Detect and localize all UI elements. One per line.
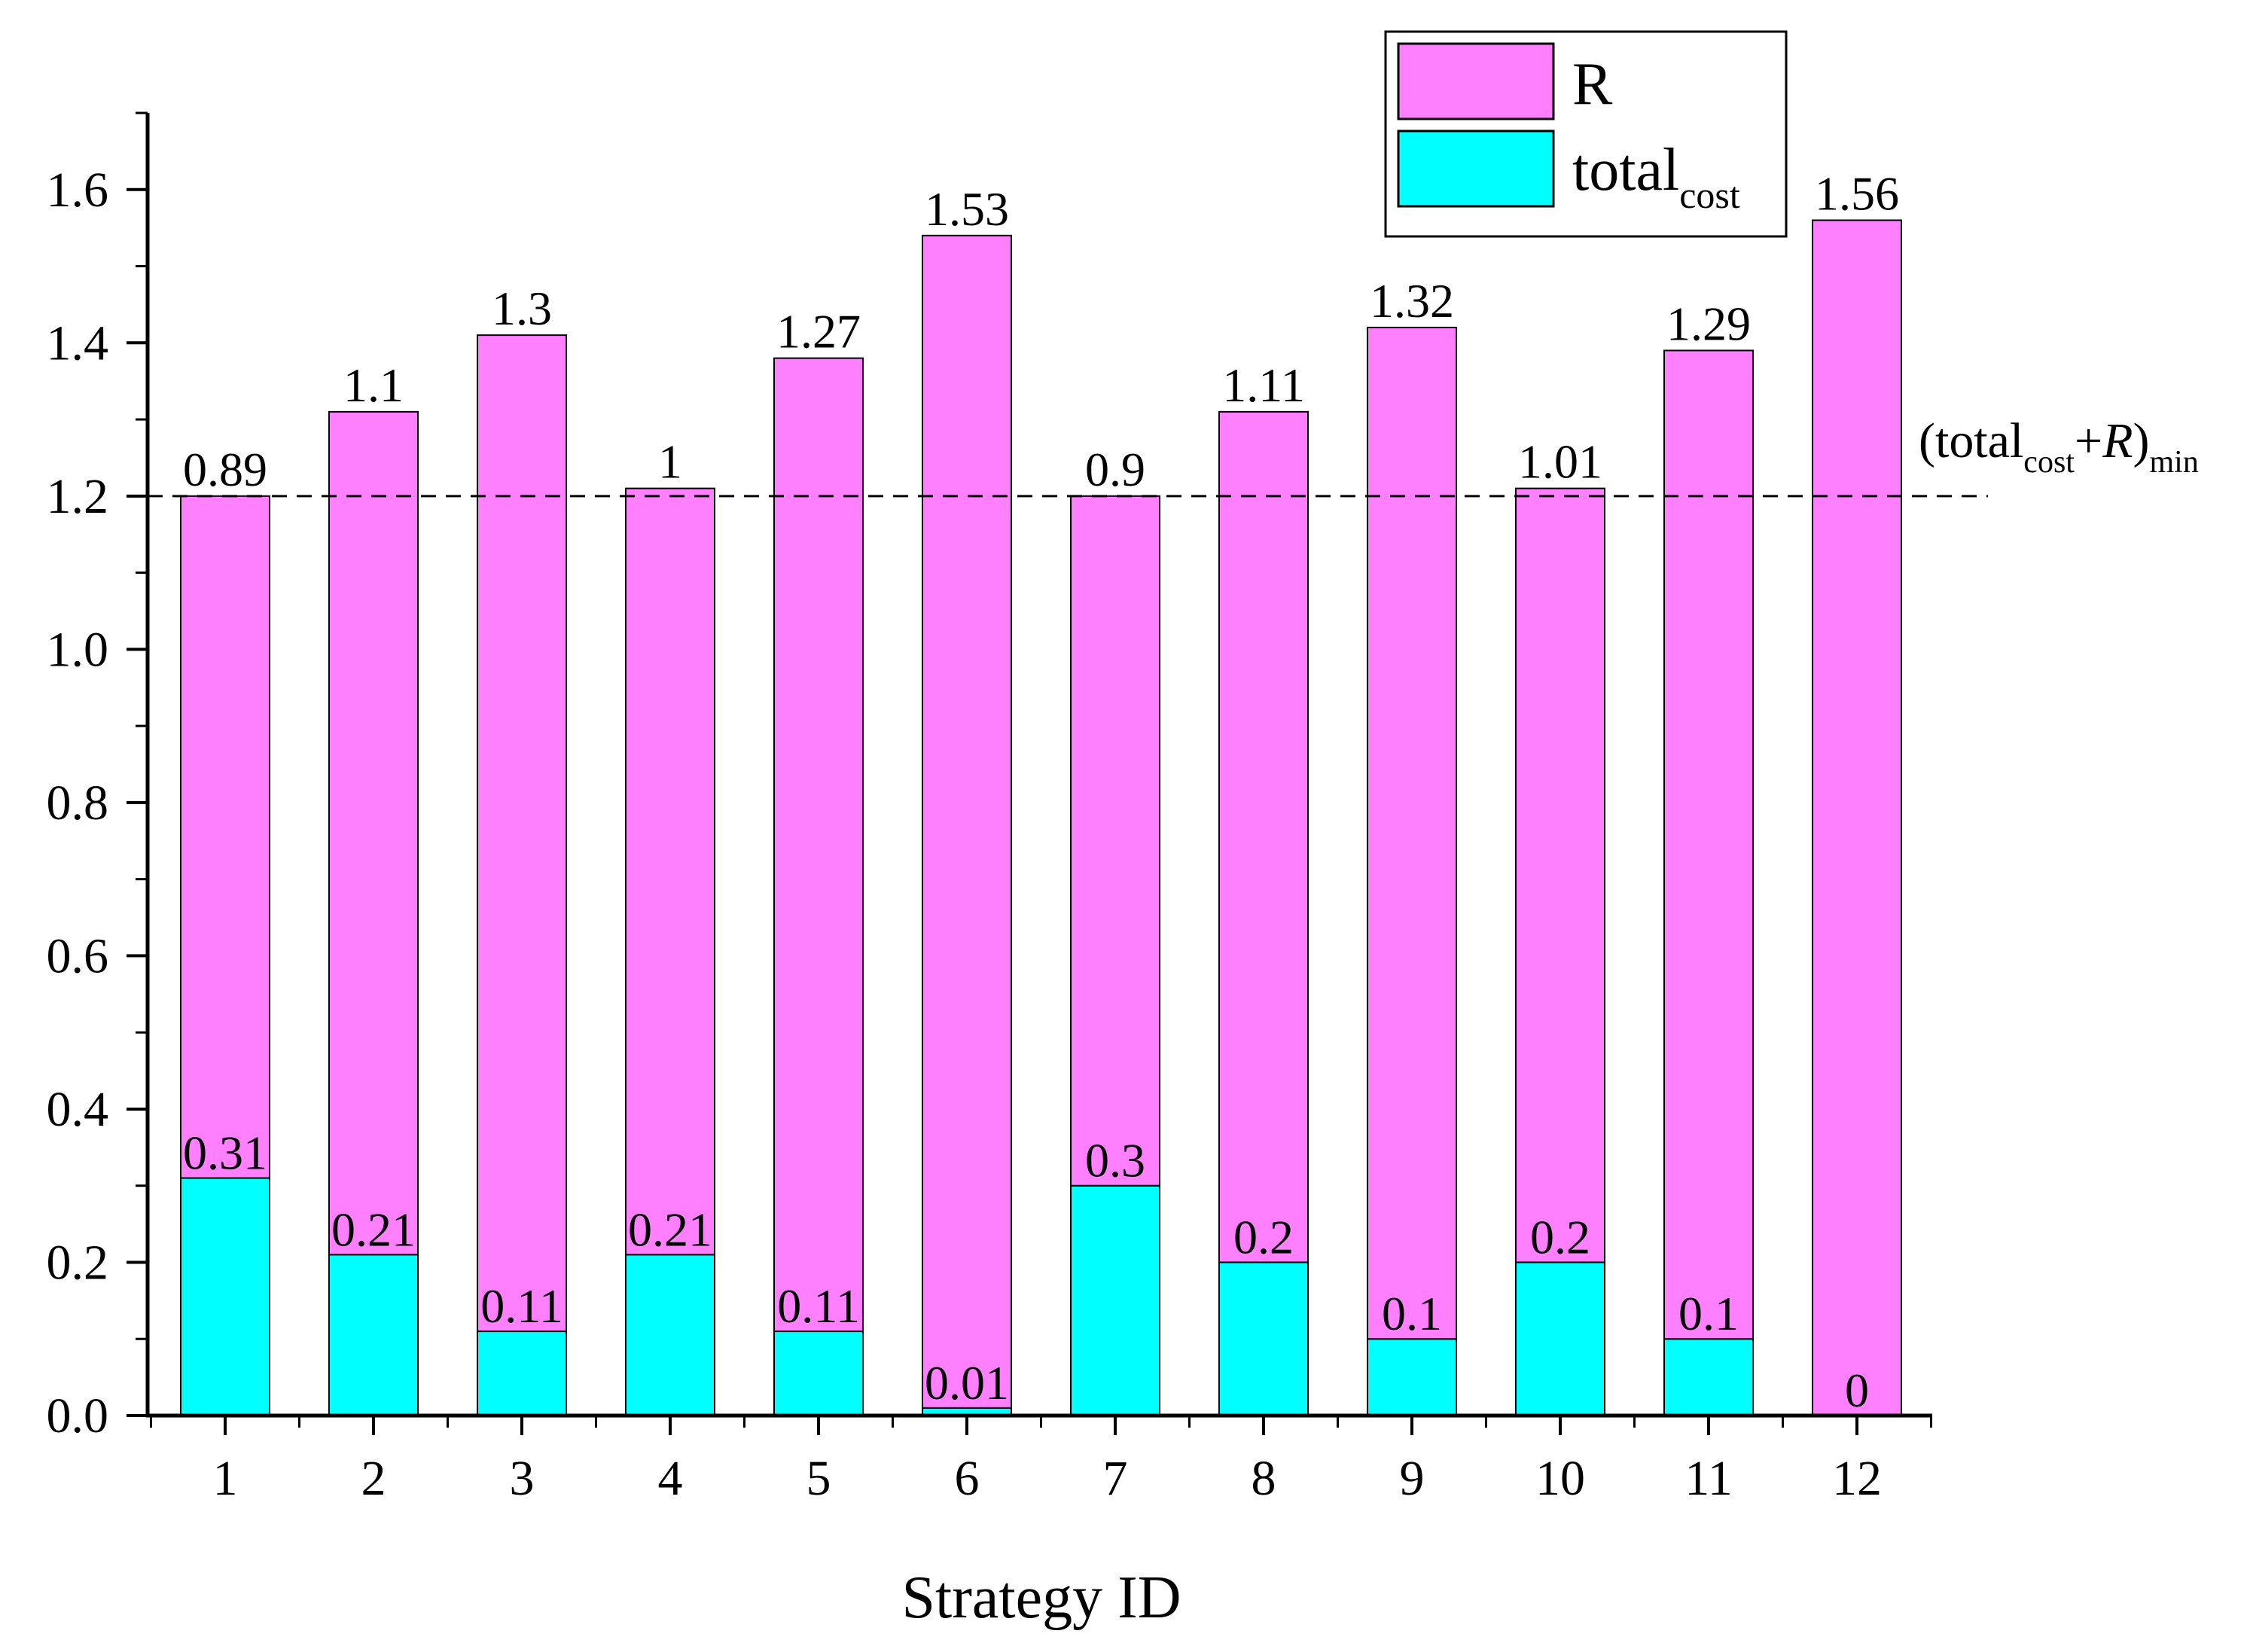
x-tick-label-5: 5 bbox=[806, 1451, 831, 1506]
label-r-10: 1.01 bbox=[1518, 435, 1602, 489]
label-totalcost-4: 0.21 bbox=[628, 1202, 712, 1256]
y-tick-label-0.2: 0.2 bbox=[47, 1235, 109, 1290]
bar-totalcost-2 bbox=[328, 1254, 419, 1416]
label-r-7: 0.9 bbox=[1085, 443, 1145, 496]
x-tick-label-9: 9 bbox=[1400, 1451, 1425, 1506]
bar-r-6 bbox=[922, 234, 1012, 1409]
bar-labels-group: 0.31 0.89 0.21 1.1 0.11 1.3 0.21 1 0.11 1.27 0.01 1… bbox=[183, 166, 1899, 1417]
x-ticks-group: 1 2 3 4 5 6 7 8 9 10 11 12 bbox=[150, 1416, 1932, 1506]
y-tick-label-1.2: 1.2 bbox=[47, 469, 109, 524]
ref-label-r: R bbox=[2102, 413, 2133, 468]
y-tick-label-0.8: 0.8 bbox=[47, 776, 109, 831]
x-tick-label-10: 10 bbox=[1535, 1451, 1585, 1506]
ref-label-sub-min: min bbox=[2150, 445, 2199, 480]
legend-swatch-totalcost bbox=[1397, 130, 1555, 208]
x-axis-title: Strategy ID bbox=[901, 1565, 1181, 1631]
x-tick-label-12: 12 bbox=[1832, 1451, 1882, 1506]
bar-r-8 bbox=[1218, 410, 1309, 1263]
label-totalcost-12: 0 bbox=[1845, 1364, 1869, 1417]
label-totalcost-9: 0.1 bbox=[1382, 1287, 1442, 1340]
label-r-3: 1.3 bbox=[492, 282, 552, 335]
label-r-1: 0.89 bbox=[183, 443, 267, 496]
axes-group: 0.00.20.40.60.81.01.21.41.6 1 2 3 4 5 6 7 8 9 10 1… bbox=[47, 111, 1932, 1506]
y-tick-label-0.4: 0.4 bbox=[47, 1082, 109, 1137]
label-totalcost-1: 0.31 bbox=[183, 1126, 267, 1180]
x-tick-label-3: 3 bbox=[510, 1451, 535, 1506]
label-totalcost-8: 0.2 bbox=[1233, 1210, 1294, 1263]
label-totalcost-6: 0.01 bbox=[925, 1356, 1009, 1410]
legend-label-cost-sub: cost bbox=[1679, 174, 1740, 216]
label-r-5: 1.27 bbox=[776, 305, 861, 358]
bar-totalcost-10 bbox=[1515, 1261, 1605, 1416]
label-totalcost-11: 0.1 bbox=[1678, 1287, 1739, 1340]
label-r-4: 1 bbox=[658, 435, 682, 489]
x-tick-label-6: 6 bbox=[955, 1451, 980, 1506]
label-r-12: 1.56 bbox=[1815, 166, 1899, 220]
label-totalcost-7: 0.3 bbox=[1085, 1134, 1145, 1187]
bar-r-9 bbox=[1367, 326, 1457, 1340]
x-tick-label-11: 11 bbox=[1684, 1451, 1733, 1506]
x-tick-label-2: 2 bbox=[361, 1451, 386, 1506]
ref-label-sub-cost: cost bbox=[2023, 445, 2075, 480]
ref-label-plus: + bbox=[2075, 413, 2102, 468]
legend-label-total: total bbox=[1572, 137, 1679, 203]
label-r-9: 1.32 bbox=[1370, 274, 1454, 328]
x-tick-label-1: 1 bbox=[213, 1451, 238, 1506]
y-tick-label-0.0: 0.0 bbox=[47, 1388, 109, 1443]
legend-swatch-r bbox=[1397, 42, 1555, 120]
label-totalcost-3: 0.11 bbox=[480, 1279, 563, 1333]
legend-label-r: R bbox=[1572, 51, 1613, 117]
y-tick-label-1.6: 1.6 bbox=[47, 163, 109, 218]
bar-totalcost-8 bbox=[1218, 1261, 1309, 1416]
bar-r-11 bbox=[1663, 349, 1754, 1340]
bar-totalcost-4 bbox=[625, 1254, 715, 1416]
legend: R totalcost bbox=[1384, 30, 1788, 238]
label-r-2: 1.1 bbox=[343, 358, 404, 412]
x-tick-label-8: 8 bbox=[1252, 1451, 1276, 1506]
bar-totalcost-1 bbox=[180, 1177, 270, 1416]
label-totalcost-10: 0.2 bbox=[1530, 1210, 1590, 1263]
y-tick-label-0.6: 0.6 bbox=[47, 928, 109, 983]
label-r-8: 1.11 bbox=[1222, 358, 1305, 412]
label-totalcost-5: 0.11 bbox=[777, 1279, 860, 1333]
bar-r-3 bbox=[477, 334, 567, 1333]
ref-label-open: (total bbox=[1919, 413, 2023, 468]
label-totalcost-2: 0.21 bbox=[331, 1202, 416, 1256]
ref-label-close: ) bbox=[2133, 413, 2150, 468]
y-tick-label-1.4: 1.4 bbox=[47, 315, 109, 370]
bar-totalcost-3 bbox=[477, 1330, 567, 1417]
bar-r-2 bbox=[328, 410, 419, 1256]
bar-totalcost-5 bbox=[773, 1330, 864, 1417]
label-r-6: 1.53 bbox=[925, 182, 1009, 236]
x-tick-label-4: 4 bbox=[658, 1451, 683, 1506]
label-r-11: 1.29 bbox=[1666, 297, 1751, 350]
y-ticks-group: 0.0 0.2 0.4 0.6 0.8 1.0 1.2 1.4 1.6 bbox=[47, 111, 148, 1443]
legend-label-totalcost: totalcost bbox=[1572, 137, 1740, 216]
bar-r-5 bbox=[773, 357, 864, 1333]
bar-totalcost-11 bbox=[1663, 1338, 1754, 1417]
bar-r-7 bbox=[1070, 495, 1160, 1187]
bar-totalcost-9 bbox=[1367, 1338, 1457, 1417]
bar-r-4 bbox=[625, 487, 715, 1256]
bar-totalcost-7 bbox=[1070, 1184, 1160, 1417]
bar-r-12 bbox=[1812, 219, 1902, 1416]
y-tick-label-1.0: 1.0 bbox=[47, 622, 109, 677]
bars-group bbox=[180, 219, 1902, 1417]
bar-r-1 bbox=[180, 495, 270, 1179]
reference-line-label: (totalcost+R)min bbox=[1919, 413, 2199, 480]
bar-r-10 bbox=[1515, 487, 1605, 1263]
x-tick-label-7: 7 bbox=[1103, 1451, 1128, 1506]
